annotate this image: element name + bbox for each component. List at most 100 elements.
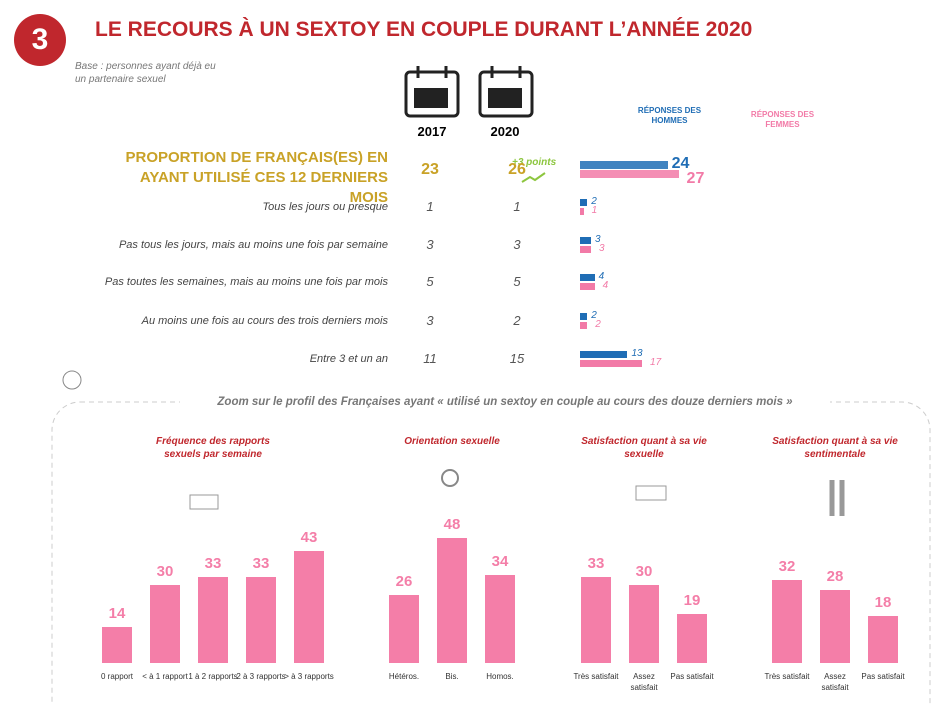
bar <box>102 626 132 663</box>
zoom-title: Zoom sur le profil des Françaises ayant … <box>180 396 830 408</box>
table-value: 5 <box>426 274 434 289</box>
bar <box>580 274 595 281</box>
row-label: Tous les jours ou presque <box>262 201 388 213</box>
trend-arrow <box>521 172 546 183</box>
value-label: 3 <box>598 243 605 254</box>
change-label: +3 points <box>512 157 557 168</box>
bar <box>580 313 588 320</box>
value-label: 1 <box>591 205 598 216</box>
chart-title: Orientation sexuelle <box>404 436 500 447</box>
table-value: 2 <box>513 313 521 328</box>
value-label: 19 <box>683 591 701 609</box>
x-tick-label: 2 à 3 rapports <box>236 672 286 681</box>
gender-icon <box>441 469 459 487</box>
row-label: Pas toutes les semaines, mais au moins u… <box>104 276 388 288</box>
bar <box>389 595 419 663</box>
table-value: 15 <box>509 351 525 366</box>
value-label: 30 <box>156 563 174 580</box>
bar <box>580 161 668 169</box>
bar <box>629 585 659 663</box>
table-value: 3 <box>426 313 434 328</box>
x-tick-label: Bis. <box>445 672 459 681</box>
main-label: PROPORTION DE FRANÇAIS(ES) EN AYANT UTIL… <box>125 149 388 206</box>
x-tick-label: Pas satisfait <box>861 672 905 681</box>
x-tick-label: 1 à 2 rapports <box>188 672 238 681</box>
bar <box>580 322 588 329</box>
bar <box>437 538 467 663</box>
bar <box>772 579 802 663</box>
value-label: 2 <box>591 310 597 321</box>
value-label: 24 <box>671 155 690 172</box>
table-value: 11 <box>423 351 437 366</box>
value-label: 34 <box>491 552 509 570</box>
value-label: 4 <box>598 271 605 282</box>
x-tick-label: 0 rapport <box>100 672 134 681</box>
table-value: 5 <box>513 274 521 289</box>
bar <box>677 613 707 663</box>
bed-icon <box>189 494 219 510</box>
row-label: Pas tous les jours, mais au moins une fo… <box>118 239 388 251</box>
bar <box>198 577 228 663</box>
value-label: 17 <box>650 357 662 368</box>
bar <box>294 551 324 663</box>
column-header: 2020 <box>490 124 520 139</box>
bar <box>580 170 679 178</box>
table-value: 3 <box>426 237 434 252</box>
column-header: 2017 <box>417 124 447 139</box>
chart-title: Satisfaction quant à sa vie sexuelle <box>581 436 707 460</box>
value-label: 48 <box>443 516 461 534</box>
table-value: 1 <box>513 199 521 214</box>
bar <box>246 577 276 663</box>
calendar-grid <box>414 88 522 108</box>
table-value: 3 <box>513 237 521 252</box>
couple-icon <box>829 480 845 516</box>
value-label: 33 <box>587 555 605 573</box>
table-value: 26 <box>508 161 526 178</box>
title: LE RECOURS À UN SEXTOY EN COUPLE DURANT … <box>95 18 753 41</box>
row-label: Au moins une fois au cours des trois der… <box>141 315 388 327</box>
legend-entry: RÉPONSES DES HOMMES <box>637 106 702 125</box>
value-label: 33 <box>252 555 270 573</box>
value-label: 13 <box>631 348 643 359</box>
chart-title: Fréquence des rapports sexuels par semai… <box>156 436 270 460</box>
x-tick-label: Homos. <box>486 672 514 681</box>
value-label: 18 <box>874 594 892 612</box>
value-label: 27 <box>686 170 705 187</box>
value-label: 2 <box>591 196 597 207</box>
value-label: 30 <box>635 563 653 580</box>
bar <box>580 360 643 367</box>
bar <box>580 208 584 215</box>
bed-icon <box>635 485 667 501</box>
bar <box>485 574 515 663</box>
x-tick-label: Très satisfait <box>764 672 810 681</box>
magnifier-icon <box>62 370 82 390</box>
x-tick-label: > à 3 rapports <box>284 672 334 681</box>
value-label: 3 <box>594 234 601 245</box>
value-label: 43 <box>300 529 318 547</box>
zoom-box <box>51 401 931 705</box>
bar <box>581 577 611 663</box>
bar <box>580 283 595 290</box>
row-label: Entre 3 et un an <box>309 353 388 365</box>
x-tick-label: Assez satisfait <box>821 672 849 692</box>
x-tick-label: < à 1 rapport <box>142 672 188 681</box>
value-label: 28 <box>826 568 844 586</box>
bar <box>580 199 588 206</box>
value-label: 33 <box>204 555 222 573</box>
value-label: 26 <box>395 573 413 591</box>
calendar-icons <box>404 66 534 118</box>
bar <box>580 237 591 244</box>
value-label: 4 <box>602 280 609 291</box>
chart-title: Satisfaction quant à sa vie sentimentale <box>772 436 898 460</box>
bar <box>580 351 628 358</box>
table-value: 23 <box>421 161 439 178</box>
value-label: 2 <box>595 319 601 330</box>
value-label: 14 <box>108 604 126 622</box>
x-tick-label: Très satisfait <box>573 672 619 681</box>
base-note: Base : personnes ayant déjà eu un parten… <box>75 61 216 85</box>
bar <box>580 246 591 253</box>
x-tick-label: Assez satisfait <box>630 672 658 692</box>
badge: 3 <box>14 14 66 66</box>
